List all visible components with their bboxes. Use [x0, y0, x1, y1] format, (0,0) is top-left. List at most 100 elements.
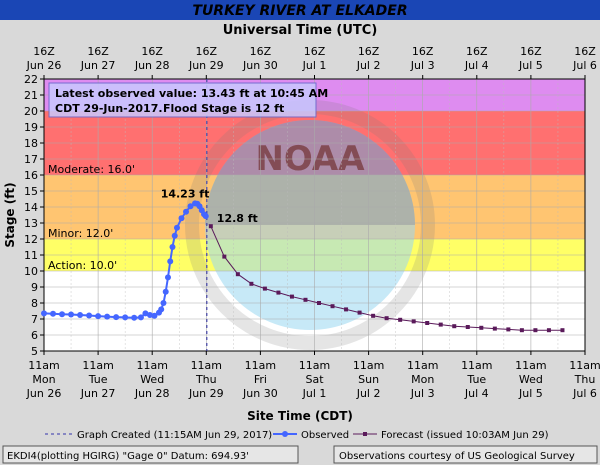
- y-tick-label-12: 17: [24, 153, 38, 166]
- flood-stage-label-2: Moderate: 16.0': [48, 163, 135, 176]
- forecast-point-13: [384, 316, 389, 321]
- bottom-tick-time-0: 11am: [28, 359, 59, 372]
- forecast-point-8: [317, 301, 322, 305]
- bottom-tick-date-1: Jun 27: [80, 387, 116, 400]
- observed-point-7: [104, 313, 111, 320]
- bottom-tick-day-7: Mon: [411, 373, 434, 386]
- bottom-tick-time-10: 11am: [569, 359, 600, 372]
- observed-series-points: [41, 200, 209, 321]
- forecast-point-9: [330, 304, 335, 309]
- x-axis-title: Site Time (CDT): [247, 409, 353, 423]
- observed-point-12: [142, 310, 149, 317]
- forecast-point-22: [506, 327, 511, 332]
- forecast-point-7: [303, 297, 308, 302]
- legend-observed-label: Observed: [301, 430, 349, 441]
- observed-point-21: [169, 244, 176, 250]
- bottom-tick-day-1: Tue: [88, 373, 108, 386]
- y-tick-label-2: 7: [31, 313, 38, 326]
- latest-observation-line2: CDT 29-Jun-2017.: [55, 102, 163, 115]
- observed-point-23: [173, 224, 180, 231]
- top-tick-time-0: 16Z: [33, 45, 55, 58]
- flood-stage-note: Flood Stage is 12 ft: [163, 102, 284, 115]
- bottom-tick-date-6: Jul 2: [356, 387, 381, 400]
- top-tick-date-1: Jun 27: [80, 59, 116, 72]
- forecast-point-3: [249, 281, 254, 286]
- forecast-point-4: [262, 286, 267, 291]
- bottom-tick-time-7: 11am: [407, 359, 438, 372]
- latest-observation-line1: Latest observed value: 13.43 ft at 10:45…: [55, 87, 328, 100]
- legend: Graph Created (11:15AM Jun 29, 2017) Obs…: [45, 430, 549, 441]
- y-tick-label-15: 20: [24, 105, 38, 118]
- observed-point-2: [59, 311, 66, 318]
- top-tick-time-10: 16Z: [574, 45, 596, 58]
- observed-point-25: [183, 208, 190, 215]
- y-tick-label-11: 16: [24, 169, 38, 182]
- y-tick-label-5: 10: [24, 265, 38, 278]
- top-tick-date-0: Jun 26: [26, 59, 62, 72]
- forecast-point-24: [533, 328, 538, 333]
- legend-observed-marker: [282, 431, 288, 437]
- observed-point-19: [164, 274, 171, 281]
- top-tick-date-7: Jul 3: [410, 59, 435, 72]
- y-tick-label-7: 12: [24, 233, 38, 246]
- bottom-tick-day-0: Mon: [32, 373, 55, 386]
- bottom-tick-time-4: 11am: [245, 359, 276, 372]
- observed-point-3: [68, 311, 75, 318]
- observed-point-0: [41, 310, 47, 317]
- top-tick-time-3: 16Z: [196, 45, 218, 58]
- bottom-tick-date-5: Jul 1: [302, 387, 327, 400]
- forecast-point-0: [208, 224, 213, 229]
- observed-point-6: [95, 313, 102, 320]
- forecast-point-23: [519, 328, 524, 333]
- observed-point-9: [122, 314, 129, 321]
- observed-point-4: [77, 312, 84, 318]
- top-tick-date-4: Jun 30: [242, 59, 278, 72]
- y-tick-label-3: 8: [31, 297, 38, 310]
- top-tick-date-2: Jun 28: [134, 59, 170, 72]
- bottom-tick-time-2: 11am: [136, 359, 167, 372]
- legend-created-label: Graph Created (11:15AM Jun 29, 2017): [77, 430, 272, 441]
- y-tick-label-0: 5: [31, 345, 38, 358]
- top-tick-time-7: 16Z: [412, 45, 434, 58]
- observed-point-22: [171, 232, 178, 239]
- bottom-tick-date-7: Jul 3: [410, 387, 435, 400]
- forecast-point-20: [479, 325, 484, 330]
- y-tick-label-1: 6: [31, 329, 38, 342]
- top-tick-time-8: 16Z: [466, 45, 488, 58]
- y-tick-label-17: 22: [24, 73, 38, 86]
- observed-point-1: [50, 310, 57, 317]
- top-tick-time-6: 16Z: [358, 45, 380, 58]
- forecast-point-14: [398, 317, 403, 322]
- bottom-tick-day-5: Sat: [305, 373, 324, 386]
- observed-point-32: [202, 213, 209, 220]
- peak-value-label: 14.23 ft: [161, 187, 210, 200]
- top-tick-date-5: Jul 1: [302, 59, 327, 72]
- bottom-tick-day-9: Wed: [519, 373, 543, 386]
- bottom-tick-date-2: Jun 28: [134, 387, 170, 400]
- top-tick-time-1: 16Z: [87, 45, 109, 58]
- forecast-point-1: [222, 254, 227, 259]
- legend-forecast-label: Forecast (issued 10:03AM Jun 29): [381, 430, 549, 441]
- footer-credit-text: Observations courtesy of US Geological S…: [339, 451, 575, 462]
- bottom-tick-time-9: 11am: [515, 359, 546, 372]
- forecast-point-17: [438, 322, 443, 327]
- bottom-tick-day-3: Thu: [195, 373, 217, 386]
- observed-point-20: [167, 258, 174, 265]
- chart-title: TURKEY RIVER AT ELKADER: [192, 3, 407, 19]
- forecast-point-11: [357, 310, 362, 315]
- observed-point-24: [178, 215, 185, 222]
- bottom-tick-date-8: Jul 4: [464, 387, 489, 400]
- forecast-point-15: [411, 319, 416, 324]
- y-tick-label-9: 14: [24, 201, 38, 214]
- y-tick-label-10: 15: [24, 185, 38, 198]
- y-axis-title: Stage (ft): [3, 182, 17, 247]
- bottom-tick-day-10: Thu: [574, 373, 596, 386]
- footer-credit-box: [333, 445, 598, 464]
- observed-point-13: [146, 312, 153, 318]
- top-tick-date-6: Jul 2: [356, 59, 381, 72]
- forecast-point-6: [289, 294, 294, 299]
- bottom-tick-time-1: 11am: [82, 359, 113, 372]
- observed-point-11: [137, 314, 144, 321]
